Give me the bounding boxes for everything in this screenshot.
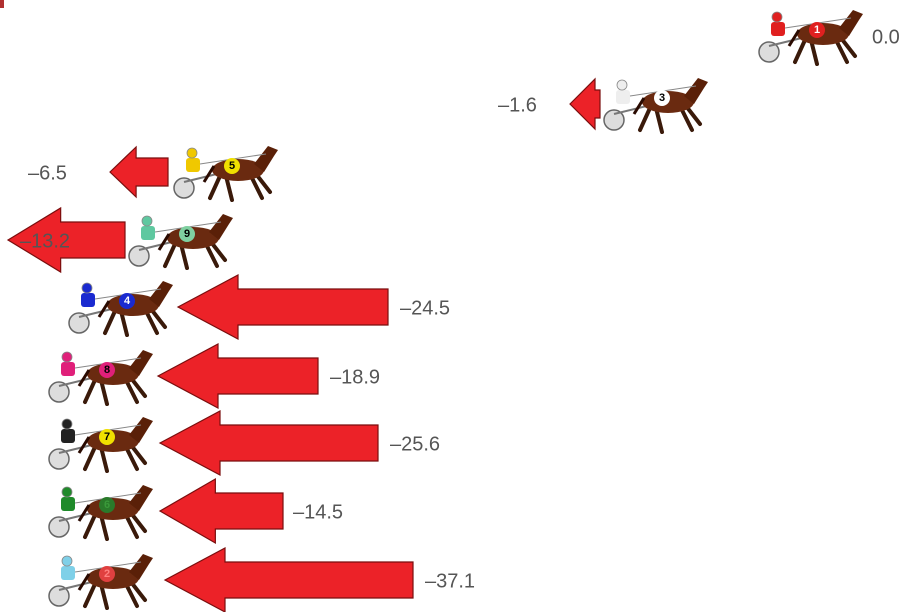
horse-tail bbox=[79, 574, 89, 590]
horse-number: 4 bbox=[124, 295, 131, 307]
gap-label: –25.6 bbox=[390, 433, 440, 455]
horse-number: 3 bbox=[659, 92, 665, 104]
driver-head bbox=[772, 12, 782, 22]
horse: 5 bbox=[174, 146, 278, 200]
horse-number: 2 bbox=[104, 568, 110, 580]
driver-body bbox=[141, 226, 155, 240]
horse: 1 bbox=[759, 10, 863, 64]
horse: 3 bbox=[604, 78, 708, 132]
arrow bbox=[160, 411, 378, 475]
gap-label: –24.5 bbox=[400, 297, 450, 319]
corner-mark bbox=[0, 0, 4, 8]
horse-leg bbox=[85, 447, 95, 469]
horse-number: 8 bbox=[104, 364, 110, 376]
driver-body bbox=[186, 158, 200, 172]
horse: 7 bbox=[49, 417, 153, 471]
gap-label: 0.0 bbox=[872, 26, 900, 48]
driver-head bbox=[142, 216, 152, 226]
arrow bbox=[110, 147, 168, 197]
driver-body bbox=[771, 22, 785, 36]
horse-tail bbox=[79, 370, 89, 386]
horse: 2 bbox=[49, 554, 153, 608]
horse-tail bbox=[204, 166, 214, 182]
horse: 9 bbox=[129, 214, 233, 268]
horse-number: 1 bbox=[814, 24, 820, 36]
arrow bbox=[160, 479, 283, 543]
gap-label: –6.5 bbox=[28, 162, 67, 184]
gap-label: –14.5 bbox=[293, 501, 343, 523]
driver-body bbox=[81, 293, 95, 307]
horse-number: 9 bbox=[184, 228, 190, 240]
driver-body bbox=[616, 90, 630, 104]
gap-label: –18.9 bbox=[330, 366, 380, 388]
horse-leg bbox=[85, 584, 95, 606]
gap-label: –37.1 bbox=[425, 570, 475, 592]
horse-leg bbox=[795, 40, 805, 62]
arrow bbox=[165, 548, 413, 612]
horse-tail bbox=[79, 437, 89, 453]
horse: 6 bbox=[49, 485, 153, 539]
horse-tail bbox=[634, 98, 644, 114]
horse-leg bbox=[640, 108, 650, 130]
driver-head bbox=[187, 148, 197, 158]
horse: 4 bbox=[69, 281, 173, 335]
horse: 8 bbox=[49, 350, 153, 404]
horse-leg bbox=[165, 244, 175, 266]
horse-tail bbox=[99, 301, 109, 317]
driver-head bbox=[62, 419, 72, 429]
driver-head bbox=[82, 283, 92, 293]
horse-tail bbox=[789, 30, 799, 46]
horse-number: 6 bbox=[104, 499, 110, 511]
arrow bbox=[570, 79, 600, 129]
driver-head bbox=[617, 80, 627, 90]
horse-number: 7 bbox=[104, 431, 110, 443]
horse-leg bbox=[105, 311, 115, 333]
driver-body bbox=[61, 497, 75, 511]
horse-leg bbox=[85, 380, 95, 402]
driver-body bbox=[61, 362, 75, 376]
arrow bbox=[158, 344, 318, 408]
driver-body bbox=[61, 566, 75, 580]
horse-leg bbox=[210, 176, 220, 198]
horse-tail bbox=[79, 505, 89, 521]
gap-label: –1.6 bbox=[498, 94, 537, 116]
horse-tail bbox=[159, 234, 169, 250]
driver-head bbox=[62, 556, 72, 566]
gap-label: –13.2 bbox=[20, 230, 70, 252]
driver-head bbox=[62, 487, 72, 497]
arrow bbox=[178, 275, 388, 339]
horse-number: 5 bbox=[229, 160, 235, 172]
race-diagram: 1 0.0 3 –1.6 5 –6.5 9 –13.2 4 –24.5 8 –18.9 7 –25.6 6 –… bbox=[0, 0, 922, 612]
horse-leg bbox=[85, 515, 95, 537]
driver-body bbox=[61, 429, 75, 443]
driver-head bbox=[62, 352, 72, 362]
